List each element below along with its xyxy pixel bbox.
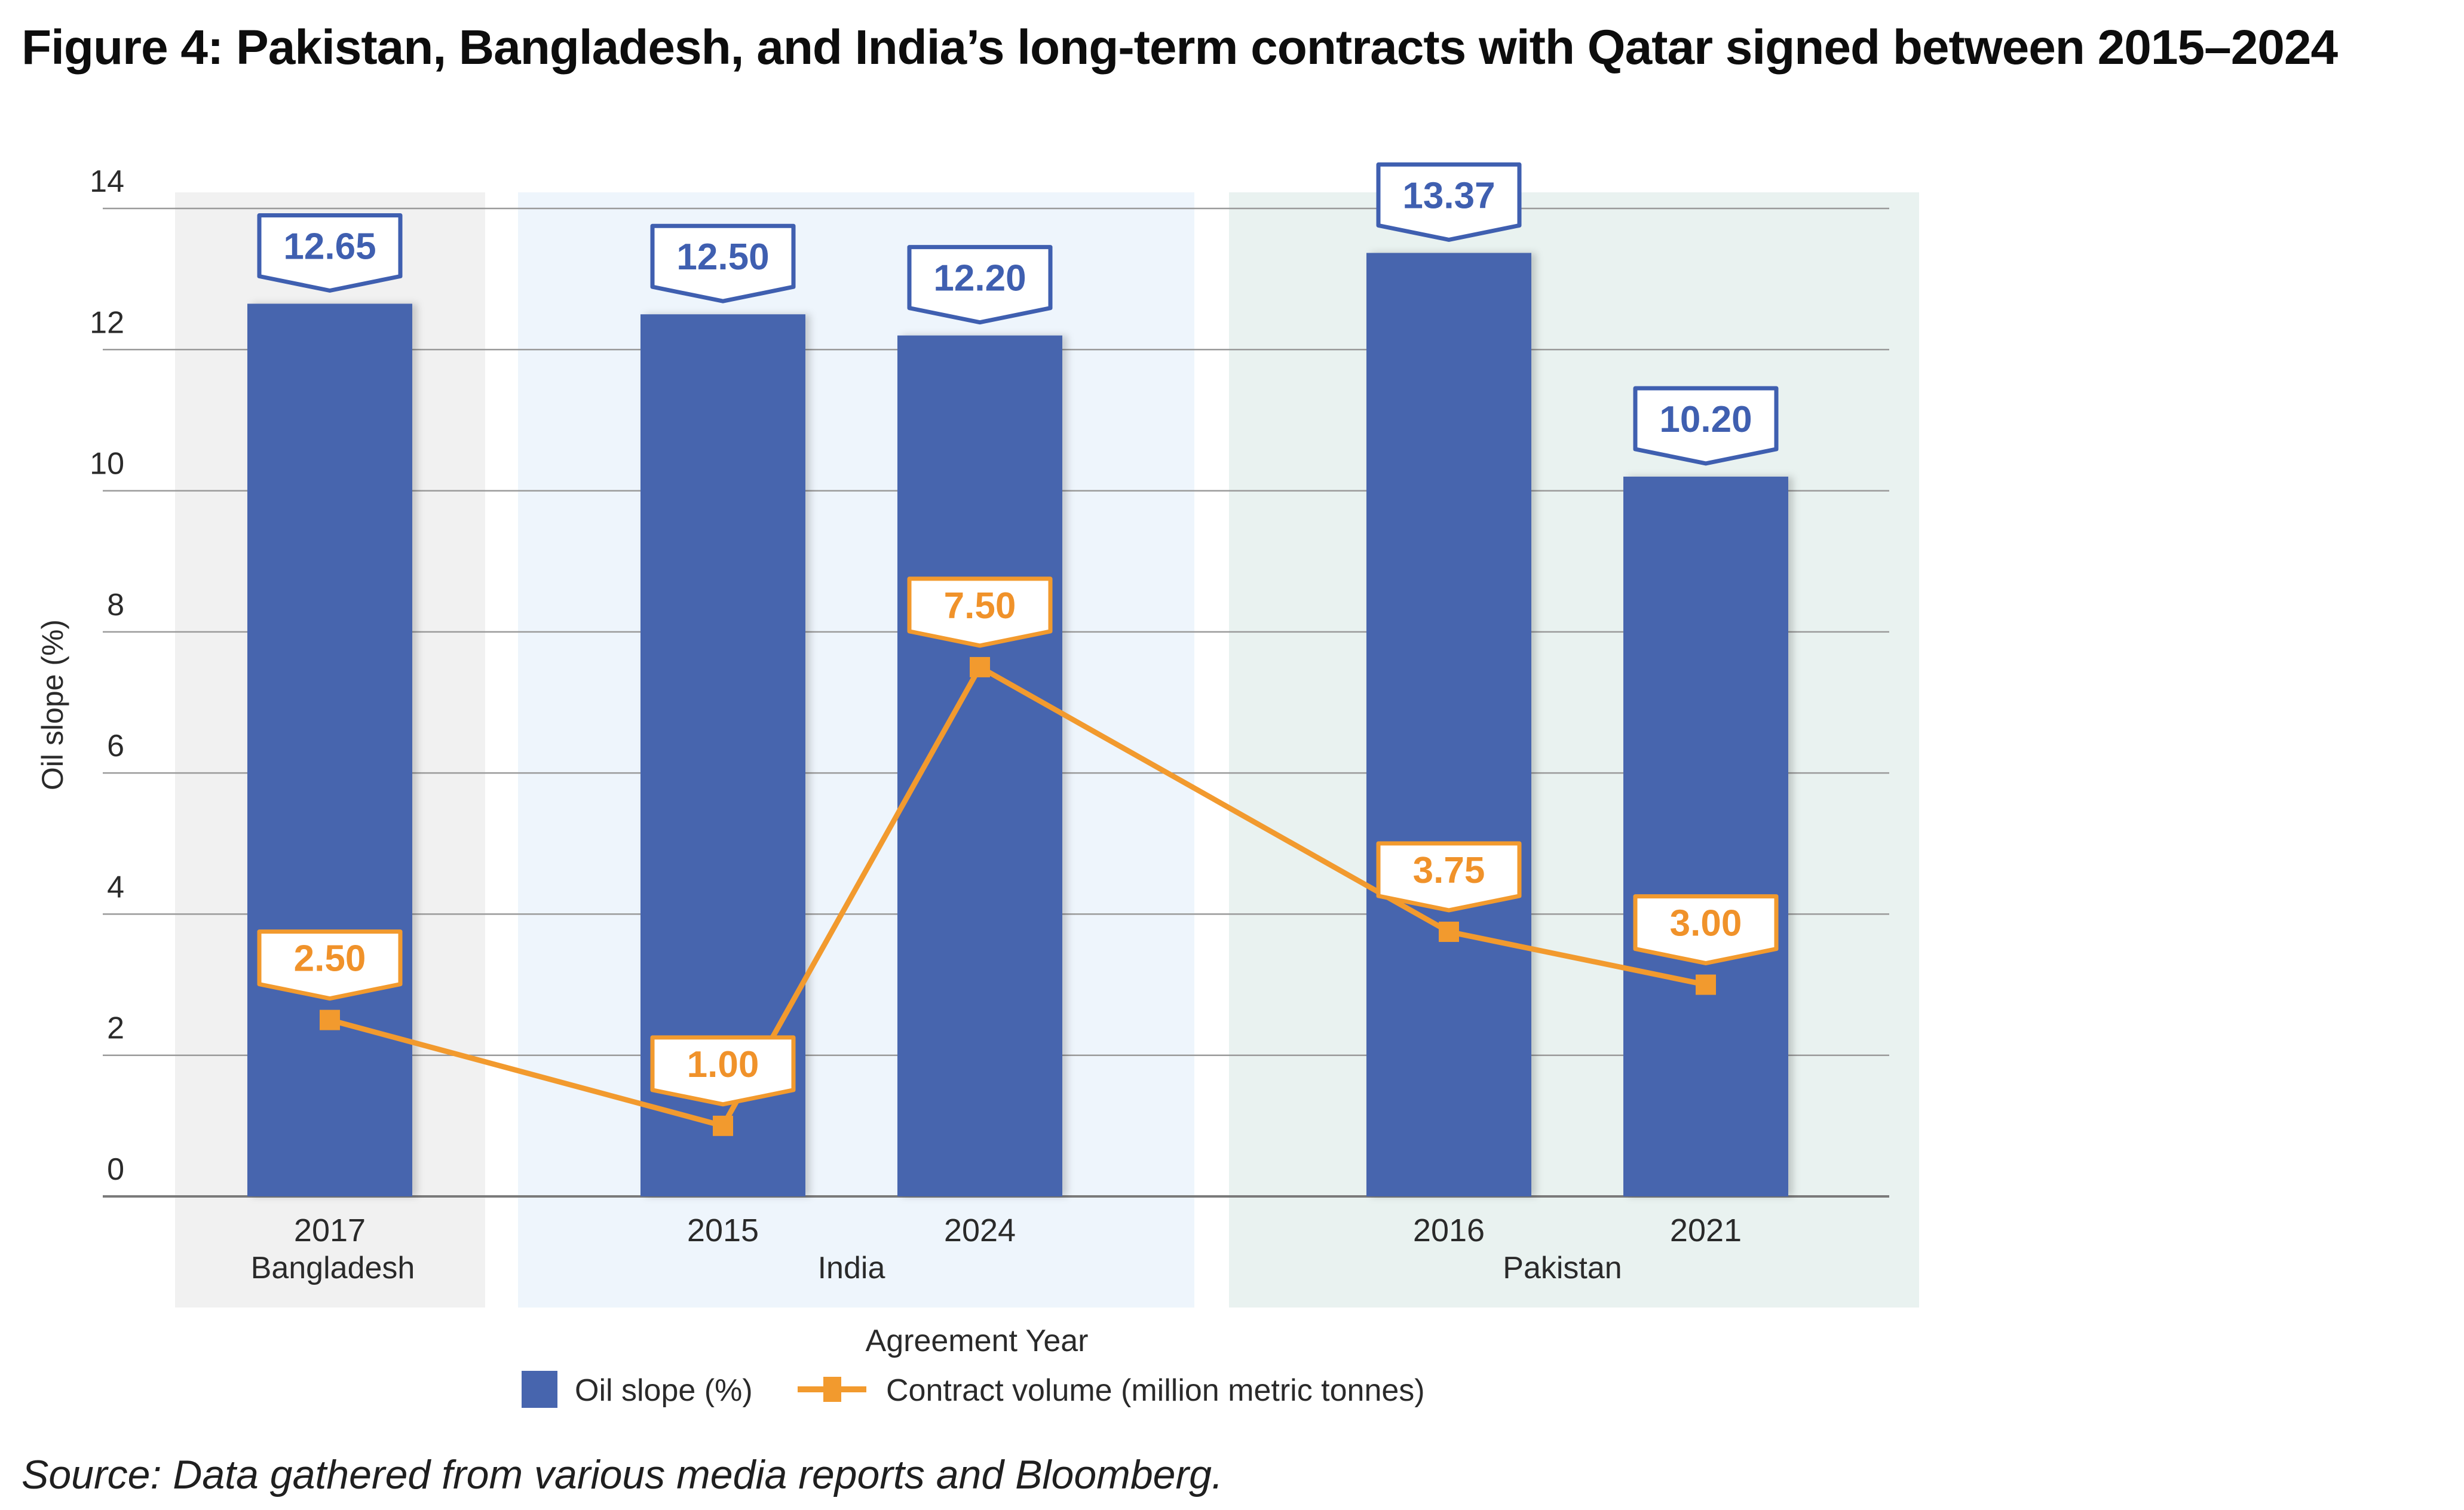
group-label-bangladesh: Bangladesh [251,1251,415,1285]
group-label-india: India [818,1251,885,1285]
x-tick-label: 2016 [1413,1213,1485,1248]
bar-value-label-box [650,223,796,303]
legend-label-contract-volume: Contract volume (million metric tonnes) [886,1373,1425,1408]
group-label-pakistan: Pakistan [1503,1251,1622,1285]
line-value-label-text: 7.50 [944,585,1016,627]
bar-value-label-text: 12.65 [283,226,376,267]
y-tick-label: 10 [90,447,124,481]
legend: Oil slope (%) Contract volume (million m… [522,1371,1425,1408]
bar-value-label: 12.50 [650,223,796,303]
x-tick-label: 2024 [944,1213,1016,1248]
y-tick-label: 14 [90,164,124,199]
y-tick-labels: 0 2 4 6 8 10 12 14 [90,164,124,1187]
bar-data-labels: 12.65 12.50 12.20 13.37 10.20 [257,162,1779,466]
bar-value-label-box [907,245,1053,325]
y-tick-label: 0 [107,1152,124,1187]
bar-value-label: 10.20 [1633,386,1779,466]
bar-value-label-text: 12.50 [676,237,769,278]
line-value-label-box [907,576,1053,648]
line-value-label-box [1376,841,1522,913]
line-data-labels: 2.50 1.00 7.50 3.75 3.00 [257,576,1779,1107]
bar-2021 [1623,476,1788,1196]
x-tick-labels: 2017 2015 2024 2016 2021 Bangladesh India Pakis… [251,1213,1742,1285]
bar-value-label: 12.65 [257,213,403,293]
source-note: Source: Data gathered from various media… [22,1452,1223,1497]
bar-value-label: 12.20 [907,245,1053,325]
figure-title: Figure 4: Pakistan, Bangladesh, and Indi… [22,20,2338,75]
y-tick-label: 6 [107,729,124,763]
line-series [320,656,1716,1136]
y-axis-label: Oil slope (%) [36,619,69,790]
legend-swatch-marker [823,1377,841,1402]
line-value-label: 7.50 [907,576,1053,648]
line-value-label-box [257,929,403,1001]
x-tick-label: 2017 [294,1213,366,1248]
y-tick-label: 8 [107,588,124,622]
line-marker-2015 [713,1115,733,1136]
bar-value-label-box [1633,386,1779,466]
line-marker-2021 [1696,974,1716,995]
y-tick-label: 12 [90,305,124,340]
bar-value-label-text: 12.20 [933,258,1026,299]
band-pakistan [1229,192,1919,1308]
bar-value-label: 13.37 [1376,162,1522,242]
line-value-label: 3.00 [1633,894,1779,966]
line-value-label: 3.75 [1376,841,1522,913]
bar-value-label-box [257,213,403,293]
legend-swatch-oil-slope [522,1371,557,1408]
line-value-label-text: 3.00 [1670,903,1742,944]
line-value-label: 2.50 [257,929,403,1001]
bar-value-label-box [1376,162,1522,242]
bar-value-label-text: 10.20 [1659,399,1752,440]
bar-series [247,253,1788,1197]
line-value-label-box [1633,894,1779,966]
line-value-label-text: 2.50 [294,938,366,980]
y-tick-label: 4 [107,870,124,904]
line-marker-2016 [1439,921,1459,942]
x-tick-label: 2015 [687,1213,759,1248]
band-india [518,192,1194,1308]
bar-2017 [247,303,412,1196]
x-axis-label: Agreement Year [866,1324,1089,1358]
line-marker-2024 [970,656,990,677]
line-value-label-text: 3.75 [1413,850,1485,891]
x-tick-label: 2021 [1670,1213,1742,1248]
bar-value-label-text: 13.37 [1402,175,1495,216]
line-value-label: 1.00 [650,1035,796,1107]
y-tick-label: 2 [107,1011,124,1046]
line-marker-2017 [320,1009,340,1030]
line-value-label-box [650,1035,796,1107]
bar-2016 [1366,253,1531,1197]
legend-label-oil-slope: Oil slope (%) [575,1373,753,1408]
line-value-label-text: 1.00 [687,1044,759,1085]
